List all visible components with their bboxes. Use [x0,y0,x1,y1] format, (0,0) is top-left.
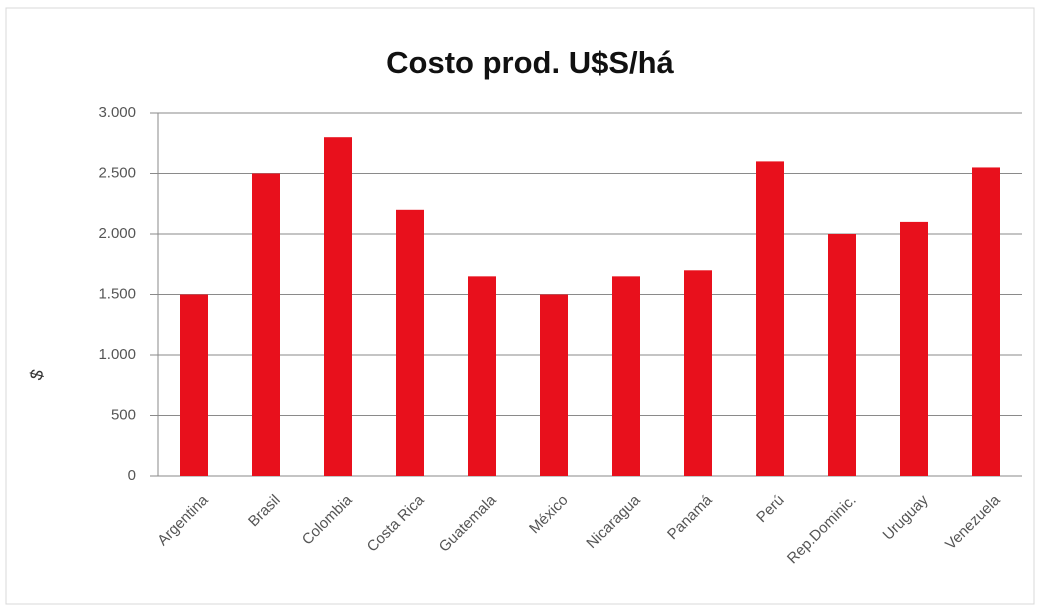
y-tick-label: 3.000 [98,104,136,121]
bar [324,137,352,476]
bar [684,270,712,476]
y-tick-label: 2.500 [98,164,136,181]
y-tick-label: 500 [111,406,136,423]
chart-title: Costo prod. U$S/há [386,45,674,80]
chart-frame [5,7,1035,605]
bar [180,294,208,476]
y-tick-label: 1.500 [98,285,136,302]
y-axis-label: $ [26,367,48,382]
y-tick-label: 1.000 [98,346,136,363]
bar [756,161,784,476]
bar [900,221,928,476]
bar [828,234,856,476]
bar [396,209,424,477]
bar [972,167,1000,476]
y-tick-label: 0 [128,467,136,484]
bar [540,294,568,476]
bar [612,276,640,476]
y-tick-label: 2.000 [98,225,136,242]
bar [252,173,280,476]
bar [468,276,496,476]
